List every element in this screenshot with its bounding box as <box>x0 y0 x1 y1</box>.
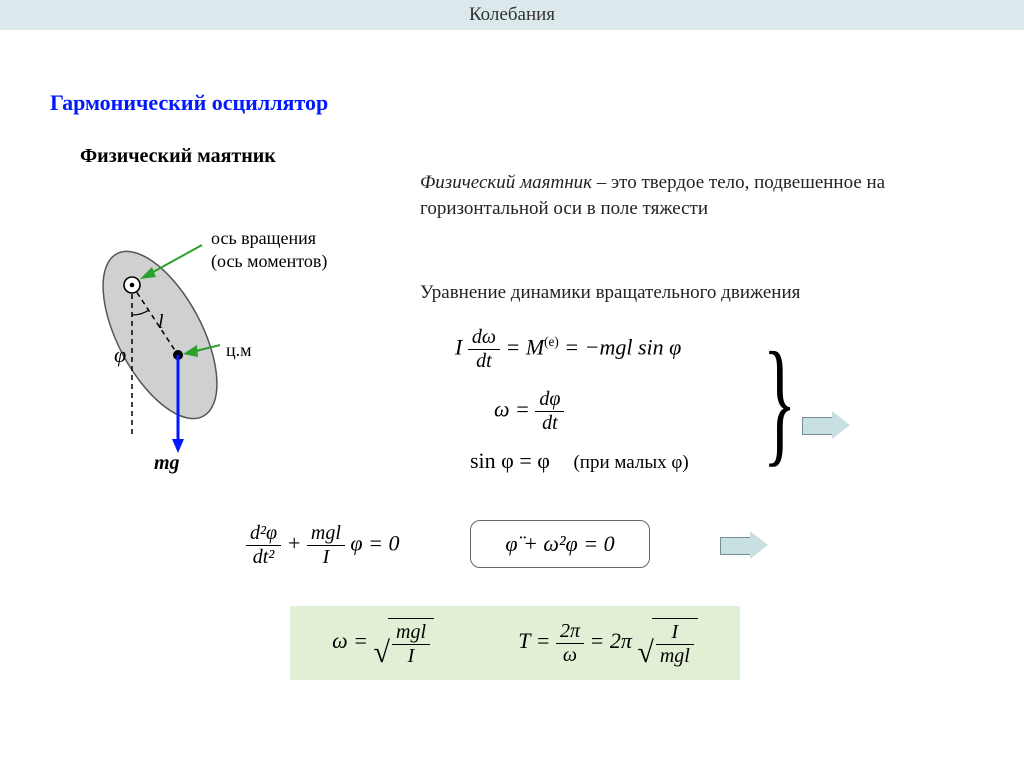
definition-text: Физический маятник – это твердое тело, п… <box>420 170 980 221</box>
eq2-num: dφ <box>535 388 564 412</box>
axis-label-line1: ось вращения <box>211 228 316 248</box>
axis-label-line2: (ось моментов) <box>211 251 327 271</box>
final-2pi: 2π <box>556 620 584 644</box>
eq1-I: I <box>455 335 462 360</box>
final-result-box: ω = √ mgl I T = 2π ω = 2π √ I mgl <box>290 606 740 680</box>
final-sqrt2-den: mgl <box>656 645 694 668</box>
equation-omega: ω = dφ dt <box>494 388 564 435</box>
eq4-num2: mgl <box>307 522 345 546</box>
eq1-num: dω <box>468 326 500 350</box>
final-sqrt-den: I <box>392 645 430 668</box>
eq1-rhs: −mgl sin φ <box>585 335 682 360</box>
center-mass-label: ц.м <box>226 340 252 361</box>
l-label: l <box>158 311 164 334</box>
subsection-title: Физический маятник <box>80 145 276 168</box>
eq3-lhs: sin φ = φ <box>470 448 550 473</box>
final-2pi2: 2π <box>610 628 632 653</box>
mg-label: mg <box>154 452 180 475</box>
dynamics-equation-label: Уравнение динамики вращательного движени… <box>420 282 800 304</box>
definition-term: Физический маятник <box>420 172 592 193</box>
brace-icon: } <box>763 332 797 472</box>
final-omega2: ω <box>556 644 584 667</box>
eq1-equals: = <box>505 335 525 360</box>
final-period-eq: T = 2π ω = 2π √ I mgl <box>518 618 698 668</box>
phi-label: φ <box>114 342 126 368</box>
eq4-phi: φ = 0 <box>350 531 399 556</box>
eq4-num1: d²φ <box>246 522 281 546</box>
section-title: Гармонический осциллятор <box>50 90 328 116</box>
equation-small-angle: sin φ = φ (при малых φ) <box>470 448 689 474</box>
final-sqrt-num: mgl <box>392 621 430 645</box>
equation-harmonic-box: φ̈ + ω²φ = 0 <box>470 520 650 568</box>
eq4-den1: dt² <box>246 546 281 569</box>
final-omega-eq: ω = √ mgl I <box>332 618 434 668</box>
eq5-text: φ̈ + ω²φ = 0 <box>505 531 614 557</box>
eq2-equals: = <box>515 397 535 422</box>
final-omega: ω <box>332 628 348 653</box>
eq4-den2: I <box>307 546 345 569</box>
axis-label: ось вращения (ось моментов) <box>211 227 327 274</box>
arrow-right-2 <box>720 534 766 561</box>
equation-dynamics: I dω dt = M(e) = −mgl sin φ <box>455 326 681 373</box>
eq1-equals2: = <box>564 335 584 360</box>
equation-diff: d²φ dt² + mgl I φ = 0 <box>246 522 399 569</box>
page-header: Колебания <box>0 0 1024 30</box>
final-T: T <box>518 628 530 653</box>
eq1-den: dt <box>468 350 500 373</box>
eq3-condition: (при малых φ) <box>555 452 688 473</box>
eq2-omega: ω <box>494 397 510 422</box>
arrow-right-1 <box>802 414 848 441</box>
eq1-M: M <box>526 335 544 360</box>
eq2-den: dt <box>535 412 564 435</box>
eq1-sup: (e) <box>544 334 559 349</box>
eq4-plus: + <box>287 531 307 556</box>
final-sqrt2-num: I <box>656 621 694 645</box>
